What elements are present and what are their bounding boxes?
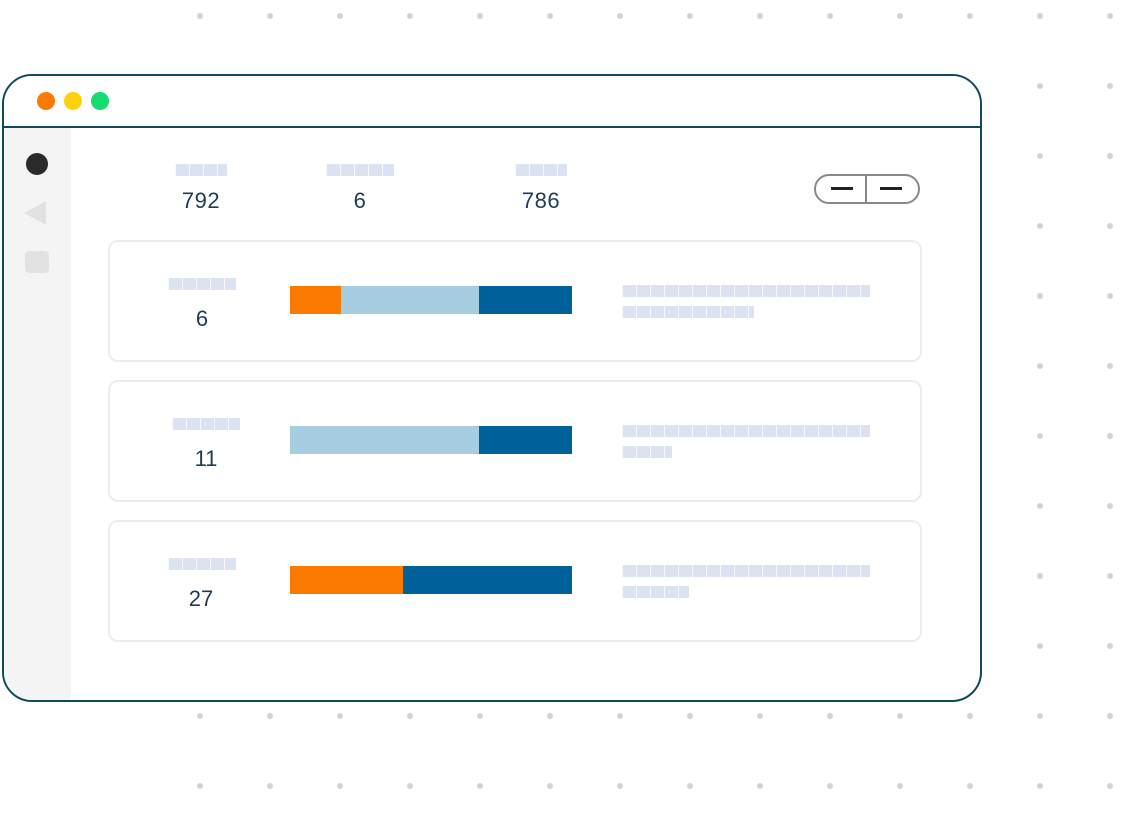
minimize-window-button[interactable] [64,92,82,110]
view-toggle[interactable] [814,174,920,204]
summary-stat-flagged: 6 [290,164,430,214]
maximize-window-button[interactable] [91,92,109,110]
bar-segment-light-blue [290,426,479,454]
sidebar [4,128,71,700]
window-titlebar [4,76,980,128]
browser-window: 792 6 786 6 11 [2,74,982,702]
sidebar-back-arrow-icon[interactable] [24,201,46,225]
toggle-left-segment[interactable] [816,176,867,202]
result-row-card[interactable]: 11 [108,380,922,502]
bar-segment-orange [290,566,403,594]
summary-stat-remaining: 786 [471,164,611,214]
summary-stat-total: 792 [131,164,271,214]
stat-label-placeholder [175,164,227,176]
bar-segment-dark-blue [478,286,572,314]
sidebar-circle-icon[interactable] [26,153,48,175]
close-window-button[interactable] [37,92,55,110]
minus-icon [831,187,853,190]
bar-segment-light-blue [340,286,479,314]
stat-value: 786 [521,188,561,213]
stacked-bar [290,566,572,594]
toggle-right-segment[interactable] [867,176,918,202]
stat-label-placeholder [326,164,394,176]
row-count: 11 [194,446,218,471]
row-text-placeholder [622,565,870,577]
bar-segment-dark-blue [402,566,572,594]
row-label-placeholder [172,418,240,430]
sidebar-square-icon[interactable] [25,251,49,273]
row-count: 27 [188,586,214,611]
row-text-placeholder [622,446,672,458]
stacked-bar [290,426,572,454]
minus-icon [880,187,902,190]
row-text-placeholder [622,425,870,437]
row-count: 6 [195,306,209,331]
stacked-bar [290,286,572,314]
stat-value: 6 [353,188,367,213]
result-row-card[interactable]: 27 [108,520,922,642]
row-label-placeholder [168,278,236,290]
row-label-placeholder [168,558,236,570]
stat-label-placeholder [515,164,567,176]
row-text-placeholder [622,285,870,297]
row-text-placeholder [622,586,689,598]
bar-segment-orange [290,286,341,314]
bar-segment-dark-blue [478,426,572,454]
result-row-card[interactable]: 6 [108,240,922,362]
stat-value: 792 [181,188,221,213]
row-text-placeholder [622,306,754,318]
